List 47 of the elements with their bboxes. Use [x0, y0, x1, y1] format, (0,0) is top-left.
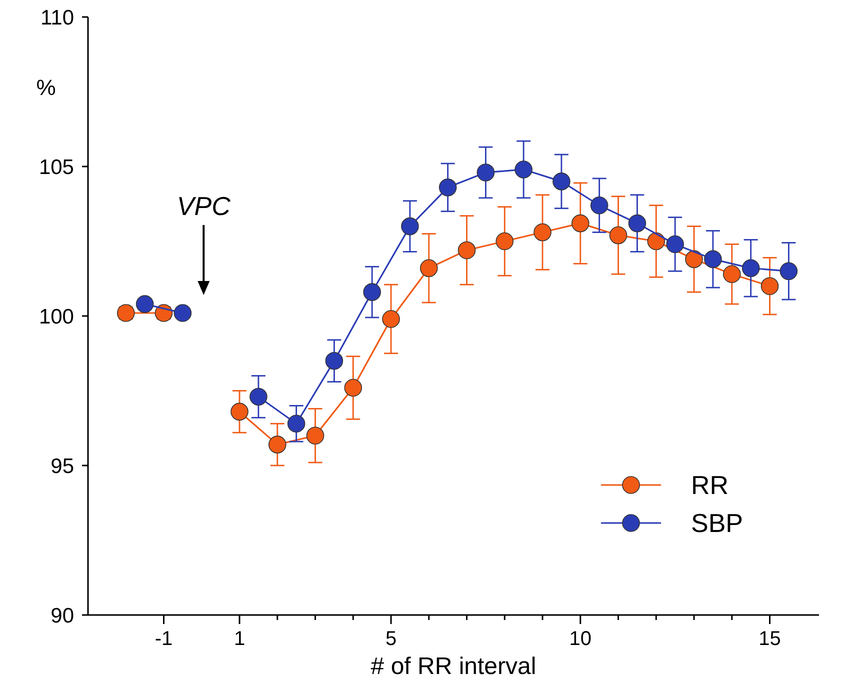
x-tick-label: 5: [385, 628, 397, 650]
point: [666, 235, 684, 254]
point: [363, 283, 381, 301]
point: [136, 295, 154, 313]
x-tick-label: 1: [234, 628, 246, 650]
point: [287, 414, 306, 433]
point: [722, 265, 741, 284]
point: [401, 217, 419, 236]
point: [704, 250, 722, 268]
legend-label: SBP: [691, 508, 744, 538]
y-tick-label: 105: [38, 156, 74, 179]
point: [685, 250, 703, 268]
point: [496, 232, 514, 250]
point: [325, 352, 344, 370]
point: [250, 388, 268, 406]
point: [382, 310, 400, 328]
point: [628, 214, 646, 232]
point: [760, 277, 779, 295]
point: [742, 259, 760, 278]
point: [552, 172, 570, 190]
legend-label: RR: [691, 470, 729, 500]
y-tick-label: 100: [38, 305, 74, 328]
point: [571, 214, 590, 232]
point: [438, 178, 457, 196]
point: [609, 226, 628, 244]
y-tick-label: 110: [40, 6, 74, 30]
y-tick-label: 90: [50, 604, 74, 628]
point: [780, 262, 798, 280]
point: [514, 160, 532, 178]
x-tick-label: 10: [569, 628, 592, 650]
point: [647, 232, 666, 250]
x-axis-title: # of RR interval: [370, 653, 536, 680]
point: [420, 259, 438, 278]
point: [476, 164, 495, 182]
point: [590, 196, 608, 214]
annotation: VPC: [176, 190, 231, 221]
point: [230, 402, 248, 421]
point: [268, 436, 286, 454]
x-tick-label: -1: [154, 628, 173, 650]
x-tick-label: 15: [758, 628, 781, 650]
y-tick-label: 95: [50, 454, 74, 478]
point: [174, 304, 192, 322]
point: [458, 241, 476, 260]
point: [344, 378, 362, 397]
point: [306, 426, 324, 444]
point: [534, 223, 552, 242]
y-axis-title: %: [36, 75, 56, 100]
